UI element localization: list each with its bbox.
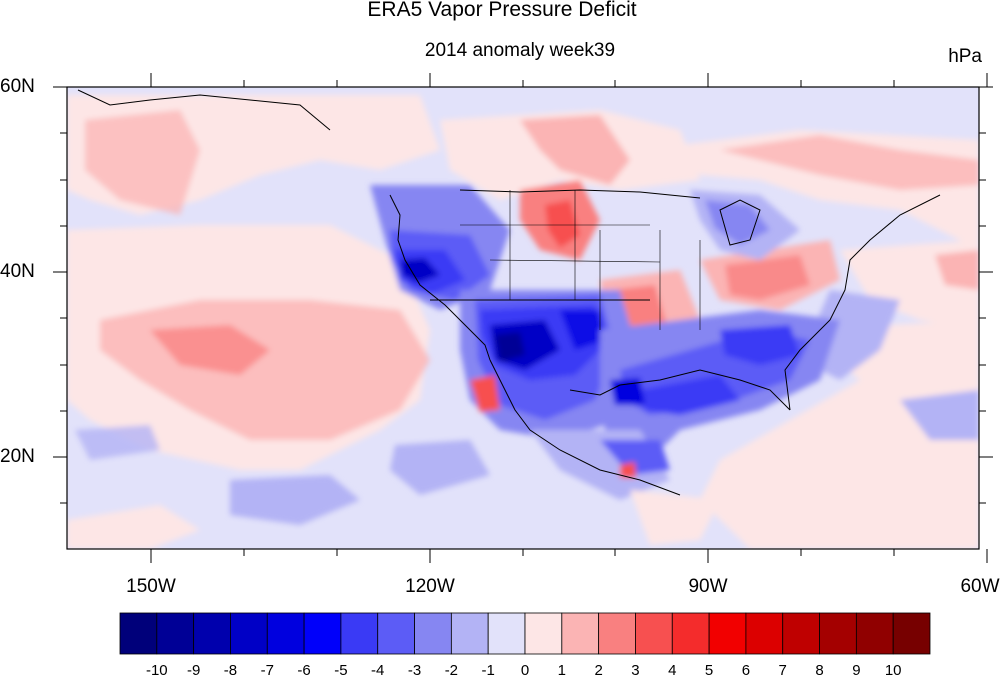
colorbar-tick-label: 2: [594, 662, 603, 679]
colorbar-tick-label: 7: [778, 662, 787, 679]
colorbar-swatch: [524, 612, 563, 655]
colorbar-tick-label: -10: [145, 662, 168, 679]
colorbar-tick-label: -3: [407, 662, 422, 679]
colorbar-swatch: [745, 612, 784, 655]
colorbar-swatch: [340, 612, 379, 655]
lon-label-120w: 120W: [405, 576, 455, 597]
lon-label-60w: 60W: [960, 576, 1000, 597]
anomaly-field: [67, 87, 979, 549]
lon-label-90w: 90W: [688, 576, 728, 597]
colorbar-swatch: [119, 612, 158, 655]
colorbar-swatch: [855, 612, 894, 655]
colorbar-swatch: [487, 612, 526, 655]
colorbar-tick-label: 1: [557, 662, 566, 679]
colorbar-swatch: [892, 612, 931, 655]
colorbar-tick-label: -2: [444, 662, 459, 679]
lon-label-150w: 150W: [126, 576, 176, 597]
colorbar-swatch: [671, 612, 710, 655]
colorbar-swatch: [414, 612, 452, 655]
colorbar-tick-label: 0: [520, 662, 530, 679]
colorbar-swatch: [266, 612, 305, 655]
colorbar-tick-label: 10: [884, 662, 902, 679]
colorbar-swatch: [230, 612, 268, 655]
colorbar-tick-label: 8: [815, 662, 824, 679]
coastlines: [77, 89, 941, 496]
colorbar-tick-label: 9: [852, 662, 861, 679]
lat-label-40n: 40N: [0, 261, 35, 282]
lat-label-20n: 20N: [0, 446, 35, 467]
colorbar-swatch: [782, 612, 820, 655]
map-title: ERA5 Vapor Pressure Deficit: [367, 0, 637, 21]
colorbar-swatch: [708, 612, 747, 655]
colorbar-swatch: [193, 612, 231, 655]
state-borders: [460, 190, 701, 330]
colorbar-tick-label: 5: [704, 662, 714, 679]
colorbar-tick-label: 4: [668, 662, 677, 679]
colorbar-tick-label: -9: [186, 662, 201, 679]
colorbar-tick-label: -8: [223, 662, 238, 679]
colorbar-tick-label: -4: [371, 662, 385, 679]
colorbar-tick-label: 3: [631, 662, 640, 679]
units-label: hPa: [948, 46, 982, 67]
colorbar-swatch: [635, 612, 673, 655]
colorbar-swatch: [377, 612, 415, 655]
map-subtitle: 2014 anomaly week39: [424, 40, 616, 61]
colorbar-tick-label: -6: [297, 662, 311, 679]
lat-label-60n: 60N: [0, 76, 35, 97]
colorbar-swatch: [598, 612, 636, 655]
axis-ticks: [53, 73, 993, 563]
colorbar-tick-label: -1: [481, 662, 495, 679]
colorbar-tick-label: -5: [334, 662, 348, 679]
colorbar-swatch: [156, 612, 195, 655]
colorbar-swatch: [561, 612, 600, 655]
colorbar-tick-label: 6: [741, 662, 751, 679]
colorbar-swatch: [819, 612, 857, 655]
colorbar-swatch: [450, 612, 489, 655]
colorbar-tick-label: -7: [260, 662, 274, 679]
colorbar-swatch: [303, 612, 342, 655]
colorbar: [119, 612, 931, 655]
